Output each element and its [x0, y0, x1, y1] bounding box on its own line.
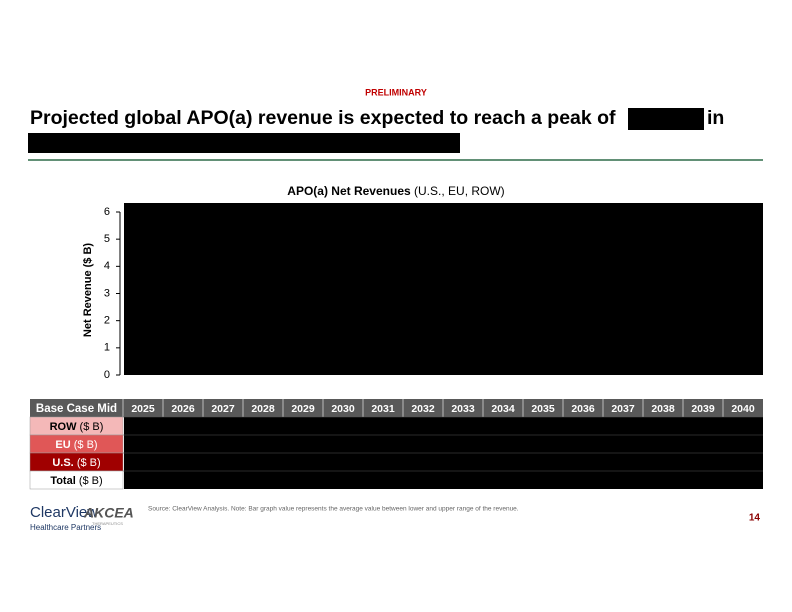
y-tick-label: 6 — [104, 206, 110, 218]
column-header: 2031 — [371, 403, 395, 415]
y-tick-label: 1 — [104, 342, 110, 354]
column-header: 2038 — [651, 403, 675, 415]
chart-title-main: APO(a) Net Revenues — [287, 184, 411, 198]
y-tick-label: 4 — [104, 260, 110, 272]
redacted-cells — [124, 453, 763, 471]
column-header: 2028 — [251, 403, 275, 415]
redacted-cells — [124, 471, 763, 489]
source-note: Source: ClearView Analysis. Note: Bar gr… — [148, 506, 519, 513]
logo-clearview: ClearView — [30, 504, 98, 521]
column-header: 2026 — [171, 403, 195, 415]
chart-subtitle: (U.S., EU, ROW) — [414, 184, 505, 198]
logo-akcea: AKCEA — [83, 505, 134, 521]
y-axis-label: Net Revenue ($ B) — [82, 243, 94, 337]
row-label-cell — [29, 470, 124, 490]
column-header: 2027 — [211, 403, 235, 415]
column-header: 2039 — [691, 403, 715, 415]
y-tick-label: 3 — [104, 287, 110, 299]
redaction — [28, 133, 460, 153]
redacted-plot — [124, 203, 763, 375]
row-label: Total ($ B) — [50, 475, 102, 487]
row-label-unit: ($ B) — [77, 457, 101, 469]
header-row — [30, 399, 763, 417]
column-header: 2036 — [571, 403, 595, 415]
row-label-name: Total — [50, 475, 75, 487]
y-ticks: 0 1 2 3 4 5 6 — [104, 206, 120, 381]
redaction — [628, 108, 704, 130]
headline: Projected global APO(a) revenue is expec… — [30, 107, 616, 129]
preliminary-tag: PRELIMINARY — [365, 87, 427, 97]
row-label-name: ROW — [50, 421, 78, 433]
row-label: ROW ($ B) — [50, 421, 104, 433]
y-tick-label: 5 — [104, 233, 110, 245]
column-header: 2033 — [451, 403, 475, 415]
y-tick-label: 0 — [104, 369, 110, 381]
column-header: 2029 — [291, 403, 315, 415]
column-header: 2034 — [491, 403, 515, 415]
column-header: 2035 — [531, 403, 555, 415]
row-label: EU ($ B) — [55, 439, 97, 451]
column-header: 2037 — [611, 403, 635, 415]
row-label: U.S. ($ B) — [52, 457, 100, 469]
row-label-unit: ($ B) — [80, 421, 104, 433]
data-table: Base Case Mid 2025 2026 2027 2028 2029 2030 203… — [29, 399, 763, 490]
redacted-cells — [124, 435, 763, 453]
redacted-cells — [124, 417, 763, 435]
row-label-unit: ($ B) — [79, 475, 103, 487]
row-label-unit: ($ B) — [74, 439, 98, 451]
column-header: 2040 — [731, 403, 755, 415]
logo-clearview-sub: Healthcare Partners — [30, 523, 101, 532]
row-label-name: U.S. — [52, 457, 73, 469]
headline-end: in — [707, 107, 724, 129]
column-header: 2030 — [331, 403, 355, 415]
page-number: 14 — [749, 513, 761, 524]
chart-title: APO(a) Net Revenues (U.S., EU, ROW) — [287, 184, 504, 198]
column-header: 2032 — [411, 403, 435, 415]
row-label-name: EU — [55, 439, 70, 451]
logo-akcea-sub: THERAPEUTICS — [92, 521, 123, 526]
corner-label: Base Case Mid — [36, 403, 117, 415]
y-tick-label: 2 — [104, 315, 110, 327]
column-header: 2025 — [131, 403, 155, 415]
